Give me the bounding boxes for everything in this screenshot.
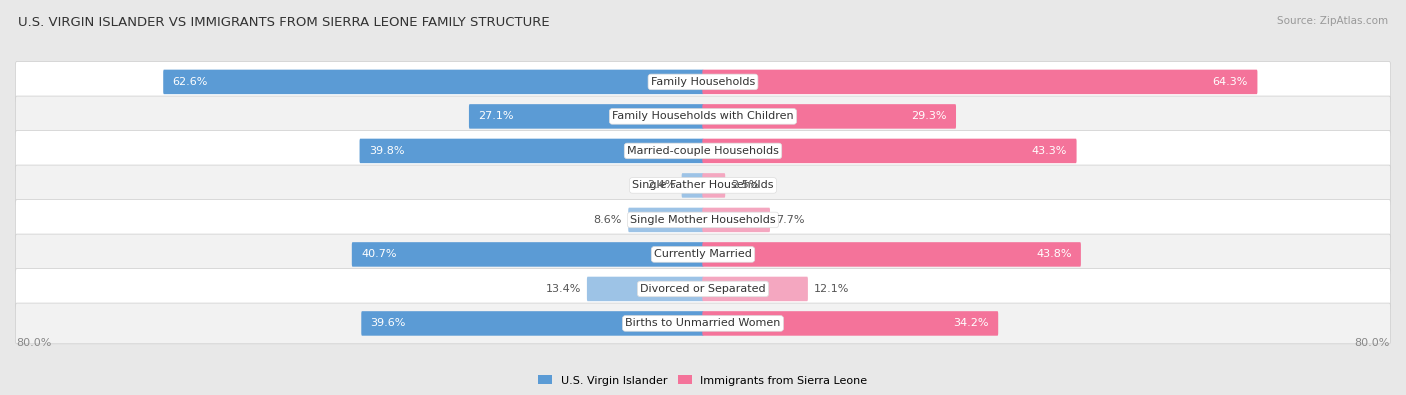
Text: 7.7%: 7.7% bbox=[776, 215, 804, 225]
FancyBboxPatch shape bbox=[682, 173, 703, 198]
FancyBboxPatch shape bbox=[703, 139, 1077, 163]
Text: 12.1%: 12.1% bbox=[814, 284, 849, 294]
FancyBboxPatch shape bbox=[15, 165, 1391, 206]
Text: Family Households: Family Households bbox=[651, 77, 755, 87]
Text: Married-couple Households: Married-couple Households bbox=[627, 146, 779, 156]
FancyBboxPatch shape bbox=[703, 242, 1081, 267]
Text: Currently Married: Currently Married bbox=[654, 249, 752, 260]
FancyBboxPatch shape bbox=[703, 311, 998, 336]
Text: Divorced or Separated: Divorced or Separated bbox=[640, 284, 766, 294]
FancyBboxPatch shape bbox=[15, 269, 1391, 309]
FancyBboxPatch shape bbox=[361, 311, 703, 336]
Text: 39.6%: 39.6% bbox=[371, 318, 406, 329]
FancyBboxPatch shape bbox=[360, 139, 703, 163]
FancyBboxPatch shape bbox=[15, 96, 1391, 137]
Text: Single Father Households: Single Father Households bbox=[633, 181, 773, 190]
Text: 80.0%: 80.0% bbox=[1354, 339, 1389, 348]
Text: 27.1%: 27.1% bbox=[478, 111, 513, 121]
Text: Source: ZipAtlas.com: Source: ZipAtlas.com bbox=[1277, 16, 1388, 26]
Text: 13.4%: 13.4% bbox=[546, 284, 581, 294]
FancyBboxPatch shape bbox=[15, 199, 1391, 240]
Text: 39.8%: 39.8% bbox=[368, 146, 405, 156]
FancyBboxPatch shape bbox=[15, 62, 1391, 102]
FancyBboxPatch shape bbox=[703, 208, 770, 232]
Text: 2.5%: 2.5% bbox=[731, 181, 759, 190]
FancyBboxPatch shape bbox=[703, 104, 956, 129]
Text: 8.6%: 8.6% bbox=[593, 215, 621, 225]
Text: 80.0%: 80.0% bbox=[17, 339, 52, 348]
FancyBboxPatch shape bbox=[470, 104, 703, 129]
Text: Family Households with Children: Family Households with Children bbox=[612, 111, 794, 121]
Text: 34.2%: 34.2% bbox=[953, 318, 988, 329]
Text: 29.3%: 29.3% bbox=[911, 111, 946, 121]
Text: 2.4%: 2.4% bbox=[647, 181, 675, 190]
FancyBboxPatch shape bbox=[15, 131, 1391, 171]
FancyBboxPatch shape bbox=[703, 276, 808, 301]
Text: 43.3%: 43.3% bbox=[1032, 146, 1067, 156]
Text: Single Mother Households: Single Mother Households bbox=[630, 215, 776, 225]
Text: Births to Unmarried Women: Births to Unmarried Women bbox=[626, 318, 780, 329]
Legend: U.S. Virgin Islander, Immigrants from Sierra Leone: U.S. Virgin Islander, Immigrants from Si… bbox=[534, 371, 872, 390]
FancyBboxPatch shape bbox=[15, 234, 1391, 275]
Text: 43.8%: 43.8% bbox=[1036, 249, 1071, 260]
FancyBboxPatch shape bbox=[628, 208, 703, 232]
Text: 64.3%: 64.3% bbox=[1213, 77, 1249, 87]
Text: 40.7%: 40.7% bbox=[361, 249, 396, 260]
Text: 62.6%: 62.6% bbox=[173, 77, 208, 87]
FancyBboxPatch shape bbox=[586, 276, 703, 301]
FancyBboxPatch shape bbox=[352, 242, 703, 267]
Text: U.S. VIRGIN ISLANDER VS IMMIGRANTS FROM SIERRA LEONE FAMILY STRUCTURE: U.S. VIRGIN ISLANDER VS IMMIGRANTS FROM … bbox=[18, 16, 550, 29]
FancyBboxPatch shape bbox=[703, 173, 725, 198]
FancyBboxPatch shape bbox=[163, 70, 703, 94]
FancyBboxPatch shape bbox=[15, 303, 1391, 344]
FancyBboxPatch shape bbox=[703, 70, 1257, 94]
